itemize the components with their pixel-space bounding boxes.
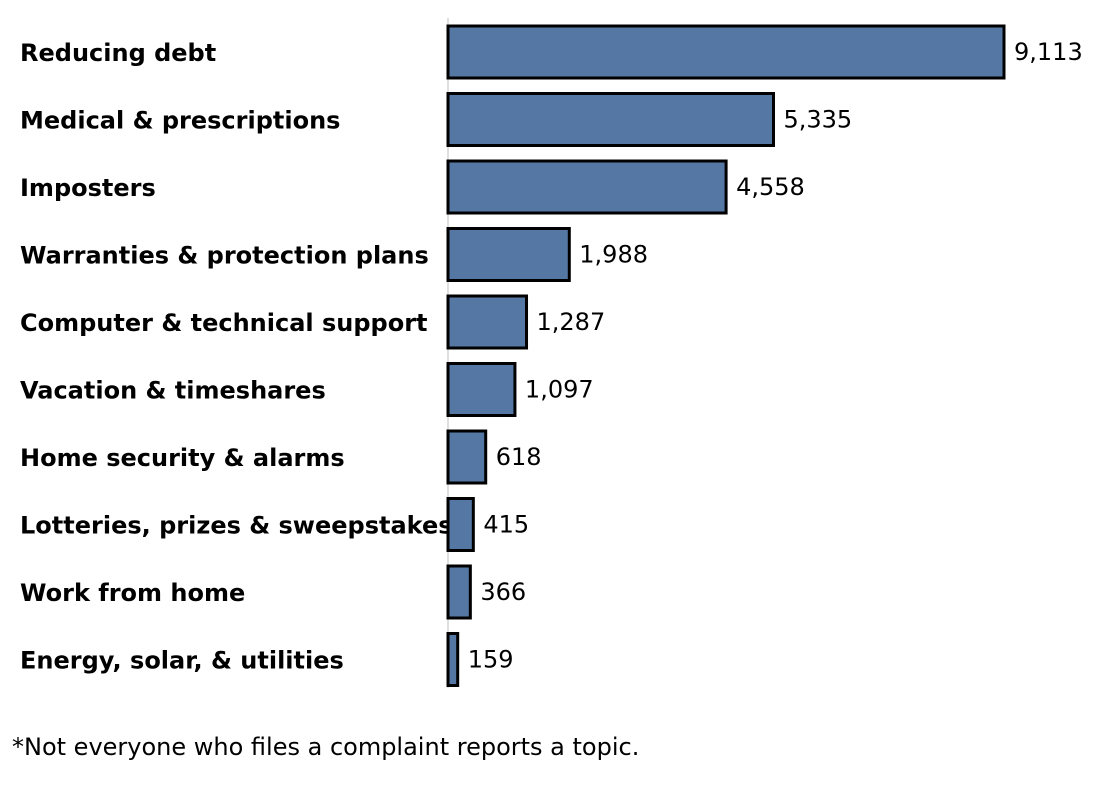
footnote: *Not everyone who files a complaint repo…	[12, 733, 640, 761]
bar	[446, 227, 571, 282]
value-label: 1,097	[525, 376, 594, 404]
bar	[446, 294, 529, 350]
bar	[446, 564, 472, 620]
bar	[446, 362, 517, 417]
bar	[446, 159, 728, 215]
category-label: Energy, solar, & utilities	[20, 647, 344, 675]
bars	[446, 24, 1006, 687]
value-label: 4,558	[736, 173, 805, 201]
category-label: Warranties & protection plans	[20, 242, 429, 270]
bar	[446, 632, 460, 687]
category-label: Home security & alarms	[20, 444, 345, 472]
category-labels: Reducing debt Medical & prescriptions Impo…	[20, 39, 453, 675]
value-label: 415	[483, 511, 529, 539]
category-label: Imposters	[20, 174, 156, 202]
category-label: Vacation & timeshares	[20, 377, 326, 405]
bar	[446, 92, 775, 147]
category-label: Reducing debt	[20, 39, 216, 67]
bar-chart: Reducing debt Medical & prescriptions Impo…	[20, 18, 1083, 688]
value-labels: 9,113 5,335 4,558 1,988 1,287 1,097 618 415 366 1…	[468, 38, 1083, 674]
value-label: 1,988	[579, 241, 648, 269]
category-label: Work from home	[20, 579, 245, 607]
value-label: 5,335	[783, 106, 852, 134]
bar	[446, 497, 475, 552]
category-label: Lotteries, prizes & sweepstakes	[20, 512, 453, 540]
value-label: 366	[480, 578, 526, 606]
value-label: 1,287	[537, 308, 606, 336]
value-label: 618	[496, 443, 542, 471]
category-label: Medical & prescriptions	[20, 107, 340, 135]
bar	[446, 429, 488, 485]
bar	[446, 24, 1006, 80]
category-label: Computer & technical support	[20, 309, 428, 337]
value-label: 159	[468, 646, 514, 674]
value-label: 9,113	[1014, 38, 1083, 66]
